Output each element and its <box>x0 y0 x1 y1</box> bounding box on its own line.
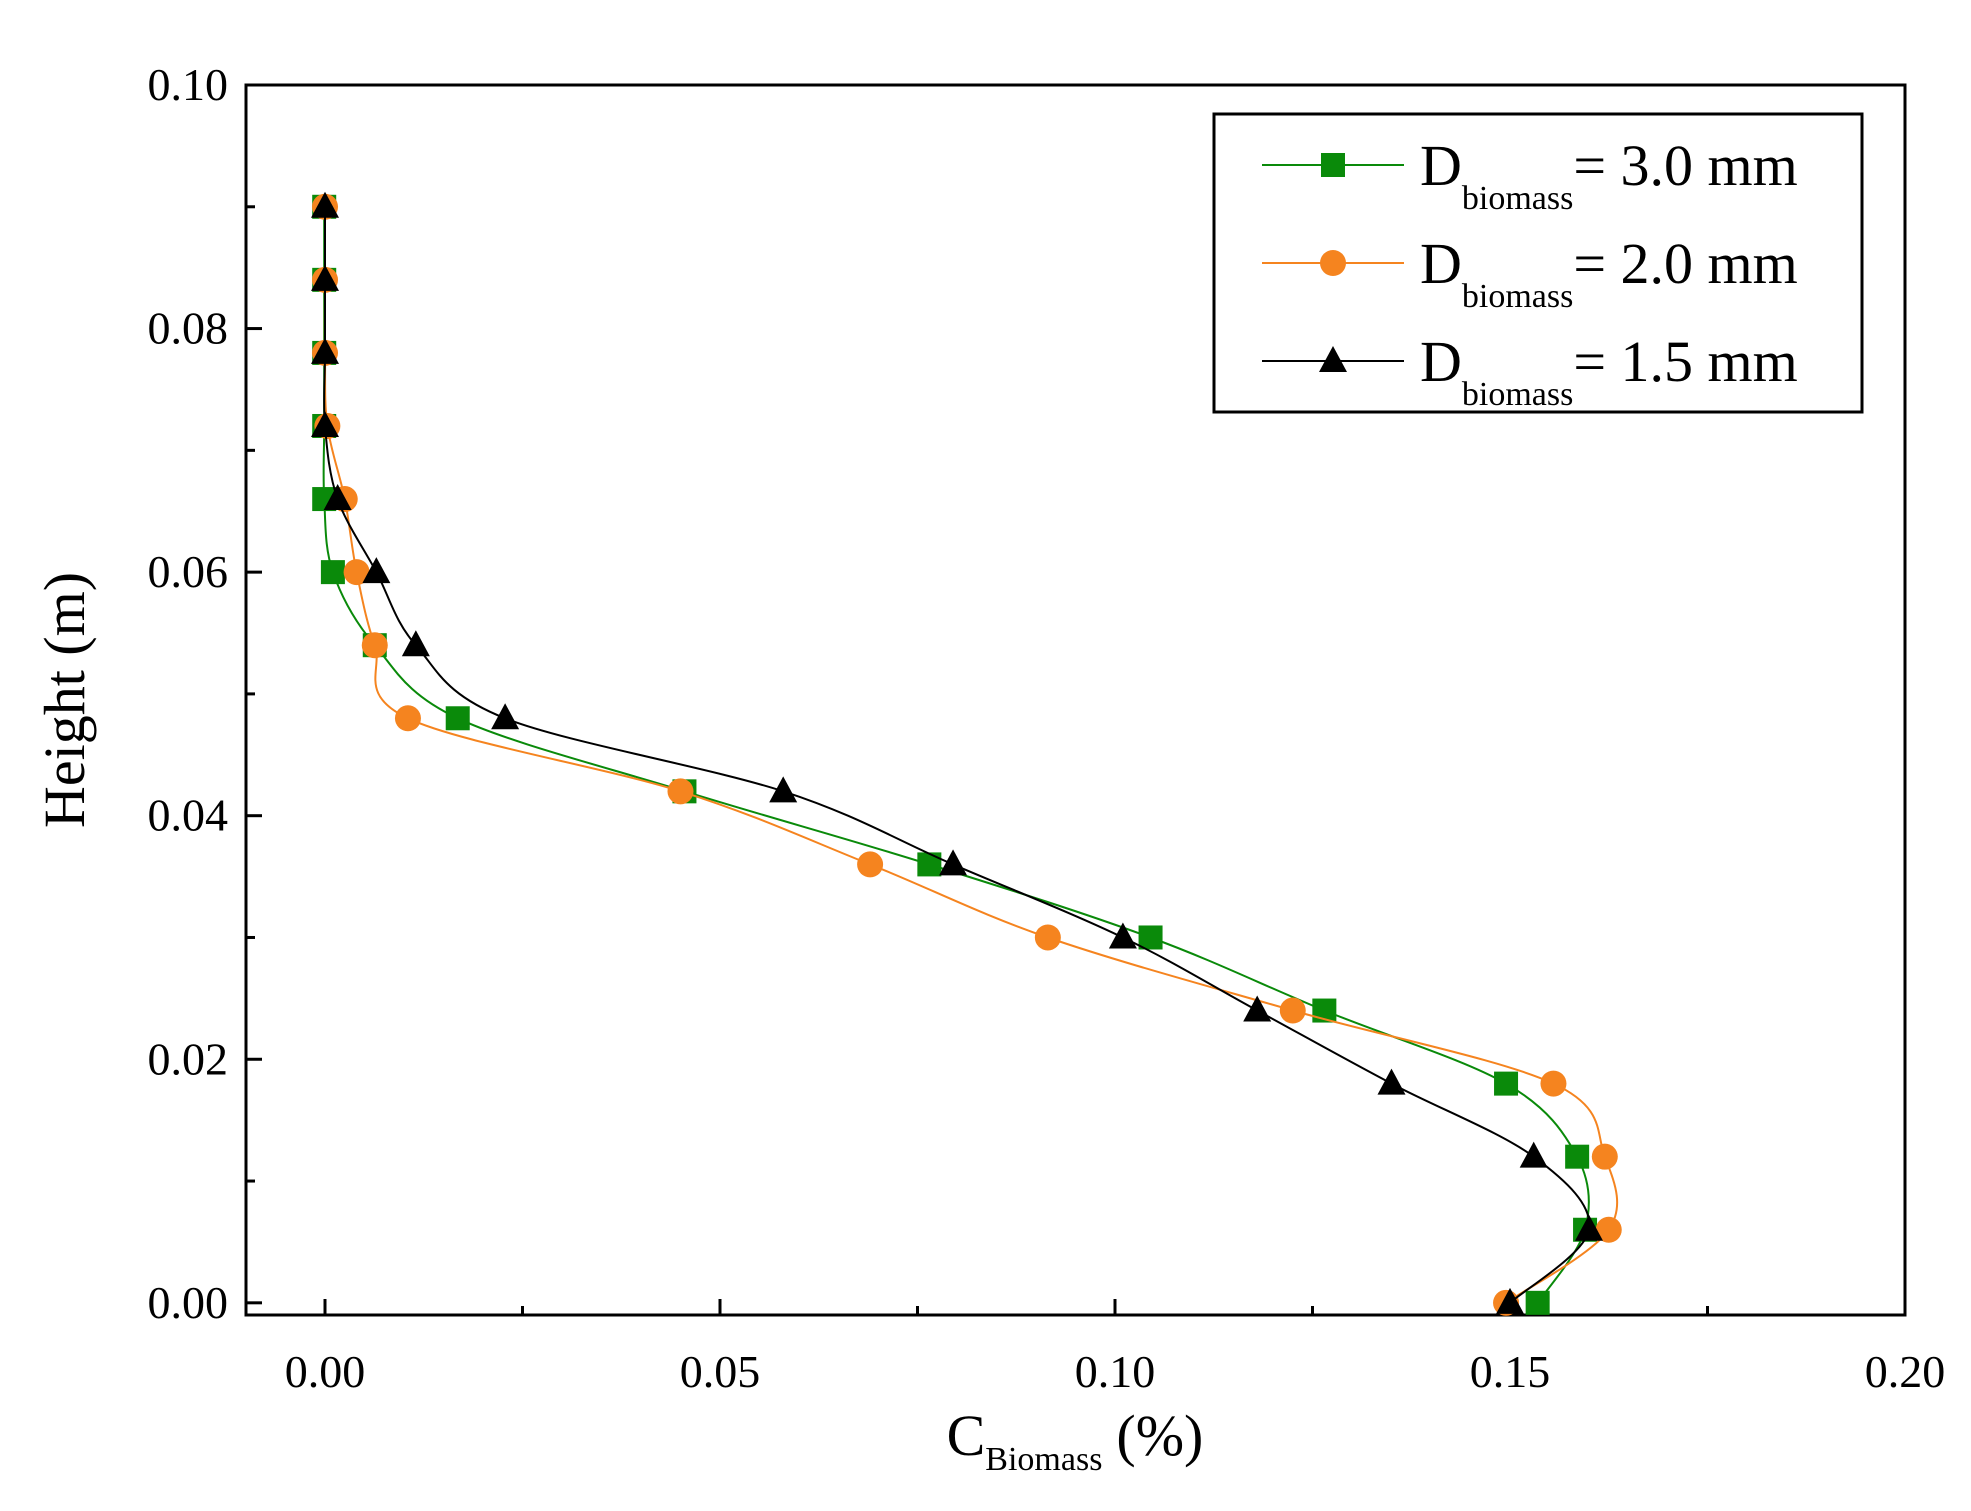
y-axis-title: Height (m) <box>32 572 97 828</box>
data-point-d-3-0-mm <box>1565 1144 1590 1169</box>
legend-label-subscript: biomass <box>1462 278 1573 315</box>
data-point-d-1-5-mm <box>1243 995 1272 1022</box>
data-point-d-1-5-mm <box>311 410 339 437</box>
data-point-d-1-5-mm <box>311 337 339 364</box>
legend-label-value: = 3.0 mm <box>1573 133 1797 198</box>
data-point-d-1-5-mm <box>1108 922 1137 949</box>
data-point-d-3-0-mm <box>445 706 470 731</box>
legend-label-main: D <box>1420 133 1462 198</box>
data-point-d-1-5-mm <box>1496 1287 1524 1314</box>
x-tick-label: 0.20 <box>1865 1346 1946 1397</box>
legend-item-d-2-0-mm: Dbiomass= 2.0 mm <box>1262 231 1798 315</box>
legend-label-subscript: biomass <box>1462 180 1573 217</box>
data-point-d-1-5-mm <box>1575 1214 1603 1241</box>
x-tick-label: 0.00 <box>285 1346 366 1397</box>
data-point-d-2-0-mm <box>1595 1216 1622 1243</box>
data-point-d-1-5-mm <box>323 484 352 511</box>
data-point-d-1-5-mm <box>939 849 968 876</box>
series-layer <box>311 191 1622 1316</box>
legend-label-d-1-5-mm: Dbiomass= 1.5 mm <box>1420 329 1798 413</box>
data-point-d-2-0-mm <box>361 632 388 659</box>
x-axis-title-main: C <box>947 1403 986 1468</box>
legend-label-main: D <box>1420 231 1462 296</box>
data-point-d-2-0-mm <box>1279 997 1306 1024</box>
data-point-d-1-5-mm <box>1377 1068 1406 1095</box>
data-point-d-1-5-mm <box>311 264 339 291</box>
data-point-d-2-0-mm <box>667 778 694 805</box>
y-tick-label: 0.02 <box>148 1033 229 1084</box>
data-point-d-3-0-mm <box>1138 925 1163 950</box>
series-d-1-5-mm <box>311 191 1603 1314</box>
data-point-d-3-0-mm <box>917 852 942 877</box>
x-axis-title-subscript: Biomass <box>985 1441 1102 1478</box>
data-point-d-1-5-mm <box>1519 1141 1548 1168</box>
plot-area-frame <box>244 83 1907 1317</box>
data-point-d-2-0-mm <box>1034 924 1061 951</box>
legend-label-value: = 2.0 mm <box>1573 231 1797 296</box>
data-point-d-2-0-mm <box>343 559 370 586</box>
y-tick-label: 0.00 <box>148 1277 229 1328</box>
data-point-d-3-0-mm <box>1494 1071 1519 1096</box>
data-point-d-1-5-mm <box>769 776 798 803</box>
data-point-d-3-0-mm <box>320 560 345 585</box>
legend-item-d-1-5-mm: Dbiomass= 1.5 mm <box>1262 329 1798 413</box>
legend-marker-d-3-0-mm <box>1321 153 1345 177</box>
x-tick-label: 0.05 <box>680 1346 761 1397</box>
legend-marker-d-1-5-mm <box>1319 346 1347 372</box>
y-tick-label: 0.04 <box>148 790 229 841</box>
data-point-d-1-5-mm <box>401 630 430 657</box>
legend-label-main: D <box>1420 329 1462 394</box>
legend-marker-d-2-0-mm <box>1320 250 1346 276</box>
data-point-d-1-5-mm <box>311 191 339 218</box>
legend-label-subscript: biomass <box>1462 376 1573 413</box>
data-point-d-2-0-mm <box>1540 1070 1567 1097</box>
x-axis-title-unit: (%) <box>1116 1403 1203 1468</box>
data-point-d-1-5-mm <box>491 703 520 730</box>
y-tick-label: 0.06 <box>148 546 229 597</box>
data-point-d-2-0-mm <box>1591 1143 1618 1170</box>
data-point-d-3-0-mm <box>1525 1290 1550 1315</box>
legend-label-d-3-0-mm: Dbiomass= 3.0 mm <box>1420 133 1798 217</box>
legend-label-d-2-0-mm: Dbiomass= 2.0 mm <box>1420 231 1798 315</box>
x-tick-label: 0.15 <box>1470 1346 1551 1397</box>
legend-label-value: = 1.5 mm <box>1573 329 1797 394</box>
data-point-d-1-5-mm <box>362 557 391 584</box>
x-axis: 0.00 0.05 0.10 0.15 0.20 <box>285 1299 1946 1397</box>
x-tick-label: 0.10 <box>1075 1346 1156 1397</box>
y-tick-label: 0.10 <box>148 59 229 110</box>
y-tick-label: 0.08 <box>148 303 229 354</box>
legend-item-d-3-0-mm: Dbiomass= 3.0 mm <box>1262 133 1798 217</box>
x-axis-title: CBiomass (%) <box>947 1403 1204 1478</box>
data-point-d-2-0-mm <box>394 705 421 732</box>
y-axis: 0.00 0.02 0.04 0.06 0.08 0.10 <box>148 59 262 1328</box>
data-point-d-2-0-mm <box>857 851 884 878</box>
